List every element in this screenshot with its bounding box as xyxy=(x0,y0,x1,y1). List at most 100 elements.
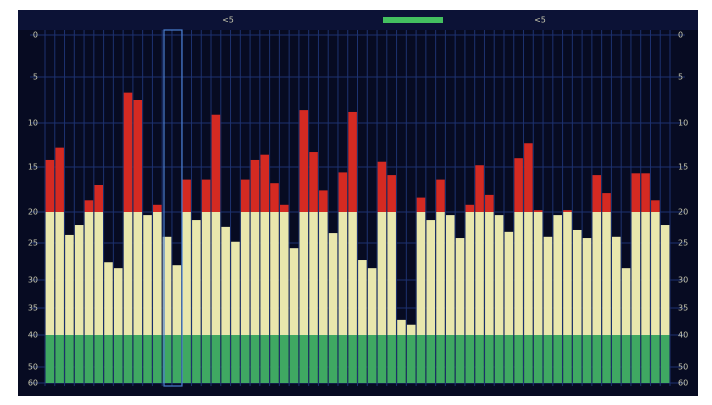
y-tick-label: 25 xyxy=(28,239,38,248)
bar-segment xyxy=(270,335,279,383)
bar-segment xyxy=(572,229,582,335)
bar-segment xyxy=(465,204,475,212)
bar-segment xyxy=(436,179,445,212)
bar-segment xyxy=(279,204,289,212)
bar-segment xyxy=(475,165,484,212)
y-tick-label-right: 20 xyxy=(678,208,688,217)
bar-segment xyxy=(533,210,543,212)
bar-segment xyxy=(504,231,514,335)
bar-segment xyxy=(592,212,602,335)
bar-segment xyxy=(514,212,523,335)
bar-segment xyxy=(319,190,328,212)
bar-segment xyxy=(563,212,572,335)
bar-segment xyxy=(172,265,182,335)
bar-segment xyxy=(162,236,172,335)
bar-segment xyxy=(592,175,602,212)
bar-segment xyxy=(270,183,279,212)
bar-segment xyxy=(250,212,260,335)
bar-segment xyxy=(338,212,348,335)
bar-segment xyxy=(153,335,162,383)
y-tick-label-right: 10 xyxy=(678,119,688,128)
bar-segment xyxy=(113,268,123,335)
bar-segment xyxy=(45,212,55,335)
bar-segment xyxy=(387,212,396,335)
y-tick-label: 30 xyxy=(28,276,38,285)
bar-segment xyxy=(192,220,201,335)
bar-segment xyxy=(201,179,211,212)
bar-segment xyxy=(260,212,270,335)
bar-segment xyxy=(289,335,299,383)
bar-segment xyxy=(192,335,201,383)
selection-box[interactable] xyxy=(163,29,183,387)
bar-segment xyxy=(211,114,221,212)
bar-segment xyxy=(211,212,221,335)
bar-segment xyxy=(182,335,191,383)
bar-segment xyxy=(348,212,357,335)
bar-segment xyxy=(377,161,387,212)
bar-segment xyxy=(182,212,191,335)
bar-segment xyxy=(84,212,94,335)
bar-segment xyxy=(348,111,357,212)
grid xyxy=(30,30,685,386)
bar-segment xyxy=(533,335,543,383)
bar-segment xyxy=(319,335,328,383)
bar-segment xyxy=(621,335,631,383)
bar-segment xyxy=(201,335,211,383)
bar-segment xyxy=(240,335,250,383)
bar-segment xyxy=(397,335,406,383)
level-indicator xyxy=(383,17,443,23)
y-tick-label: 15 xyxy=(28,163,38,172)
bar-segment xyxy=(494,335,504,383)
bar-segment xyxy=(270,212,279,335)
bar-segment xyxy=(602,212,611,335)
bar-segment xyxy=(651,335,660,383)
y-tick-label-right: 30 xyxy=(678,276,688,285)
bar-segment xyxy=(524,143,533,212)
bar-segment xyxy=(94,335,103,383)
bar-segment xyxy=(602,335,611,383)
bar-segment xyxy=(123,335,133,383)
bar-segment xyxy=(416,212,426,335)
bar-segment xyxy=(426,335,436,383)
bar-segment xyxy=(319,212,328,335)
bar-segment xyxy=(84,200,94,212)
y-tick-label-right: 40 xyxy=(678,331,688,340)
y-tick-label-right: 5 xyxy=(678,73,683,82)
bar-segment xyxy=(426,220,436,335)
bar-segment xyxy=(582,238,592,335)
bar-segment xyxy=(358,260,367,335)
bar-segment xyxy=(123,212,133,335)
bar-segment xyxy=(582,335,592,383)
bar-segment xyxy=(641,173,650,212)
bar-segment xyxy=(543,335,553,383)
bar-segment xyxy=(651,212,660,335)
bar-segment xyxy=(211,335,221,383)
bar-segment xyxy=(231,241,240,335)
bar-segment xyxy=(553,215,562,335)
bar-segment xyxy=(475,212,484,335)
bar-segment xyxy=(84,335,94,383)
bar-segment xyxy=(338,172,348,212)
bar-segment xyxy=(612,236,621,335)
bar-segment xyxy=(104,335,113,383)
bar-segment xyxy=(153,204,162,212)
bar-segment xyxy=(143,215,152,335)
y-tick-label: 0 xyxy=(33,31,38,40)
bar-segment xyxy=(465,212,475,335)
y-tick-label: 50 xyxy=(28,363,38,372)
bar-segment xyxy=(240,179,250,212)
header-label: <5 xyxy=(222,16,234,25)
y-tick-label: 10 xyxy=(28,119,38,128)
axis-labels: 0 0 5 5 10 10 15 15 20 20 25 25 30 30 35 35 40 40 50 50 60 60 xyxy=(28,31,688,388)
y-tick-label: 20 xyxy=(28,208,38,217)
bar-segment xyxy=(55,147,64,212)
bar-segment xyxy=(504,335,514,383)
bar-segment xyxy=(514,335,523,383)
bar-segment xyxy=(485,194,494,212)
bar-segment xyxy=(299,335,309,383)
bar-segment xyxy=(406,324,416,335)
bar-segment xyxy=(231,335,240,383)
bar-segment xyxy=(387,335,396,383)
bar-segment xyxy=(377,335,387,383)
